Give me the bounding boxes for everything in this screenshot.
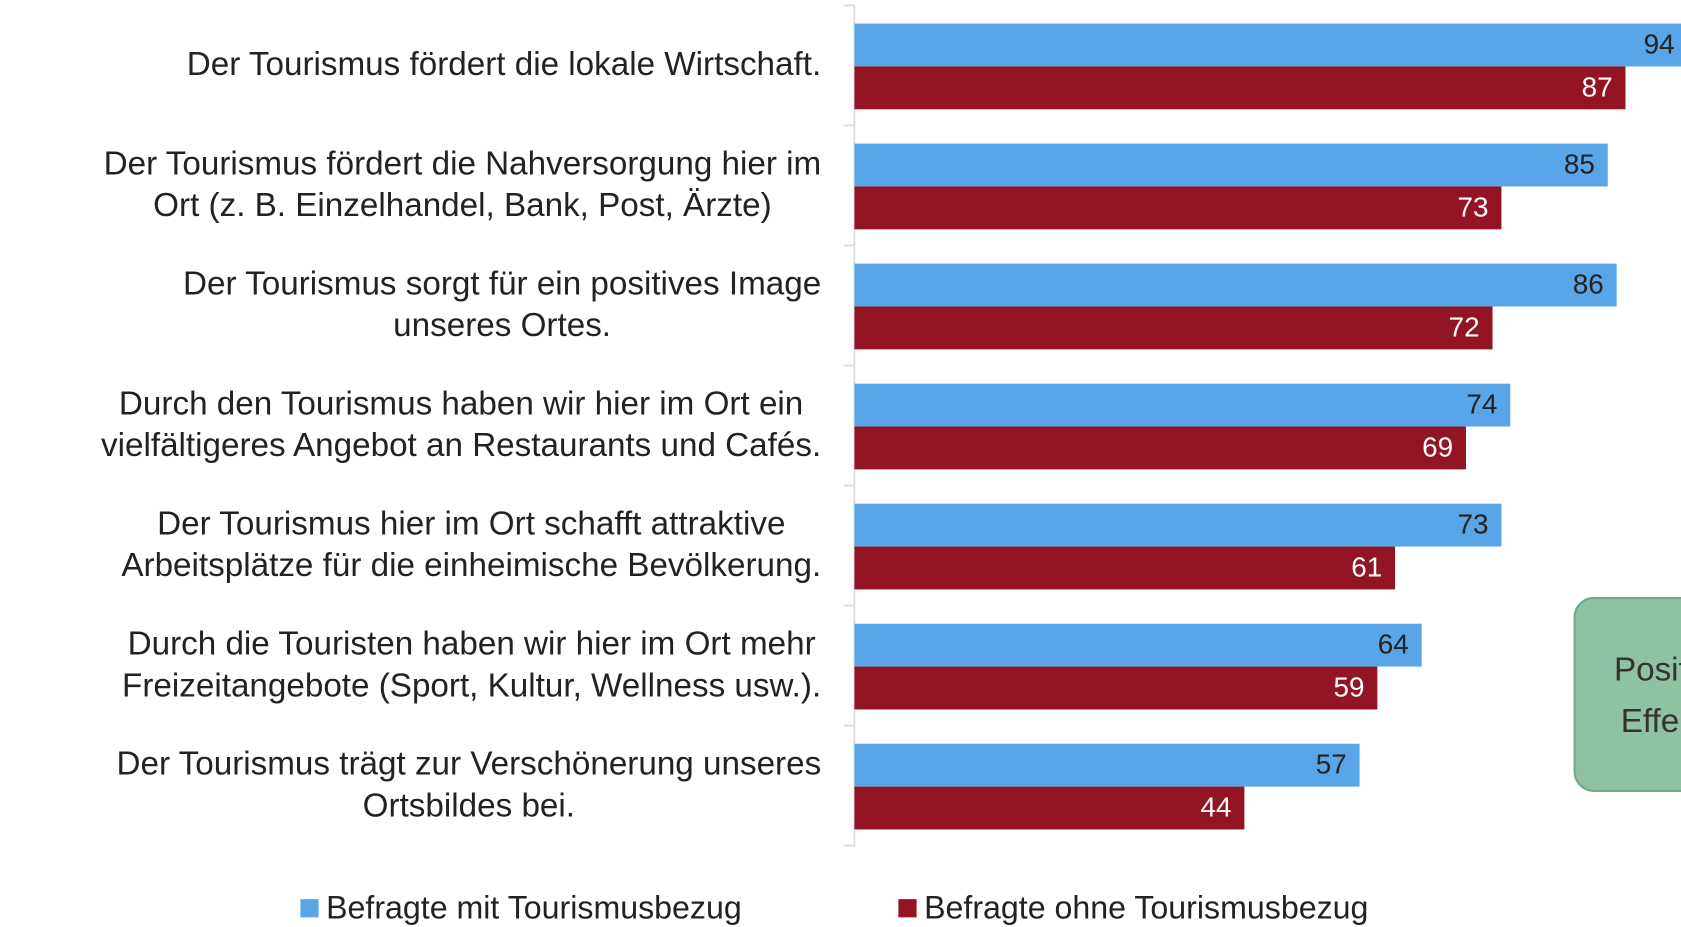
value-label: 85	[1564, 148, 1595, 179]
value-label: 64	[1378, 629, 1409, 660]
category-labels: Der Tourismus fördert die lokale Wirtsch…	[101, 46, 821, 824]
category-label: Der Tourismus fördert die Nahversorgung …	[104, 145, 822, 182]
value-label: 86	[1573, 268, 1604, 299]
annotation-text: Effekte	[1621, 703, 1681, 740]
value-label: 87	[1582, 71, 1613, 102]
value-label: 59	[1333, 671, 1364, 702]
value-label: 94	[1644, 28, 1675, 59]
category-label: Der Tourismus fördert die lokale Wirtsch…	[187, 46, 821, 83]
category-label: unseres Ortes.	[393, 307, 611, 344]
category-label: Arbeitsplätze für die einheimische Bevöl…	[121, 547, 821, 584]
value-label: 72	[1449, 311, 1480, 342]
bar	[854, 546, 1396, 590]
category-label: Der Tourismus sorgt für ein positives Im…	[183, 265, 821, 302]
category-label: vielfältigeres Angebot an Restaurants un…	[101, 427, 821, 464]
legend-swatch	[300, 899, 319, 918]
value-label: 61	[1351, 551, 1382, 582]
bar	[854, 306, 1493, 350]
bar	[854, 263, 1617, 307]
value-label: 73	[1458, 509, 1489, 540]
category-label: Ort (z. B. Einzelhandel, Bank, Post, Ärz…	[153, 187, 772, 224]
category-label: Ortsbildes bei.	[363, 787, 575, 824]
bar	[854, 66, 1626, 110]
legend-label: Befragte ohne Tourismusbezug	[924, 889, 1368, 925]
bar	[854, 426, 1466, 470]
category-label: Durch die Touristen haben wir hier im Or…	[128, 625, 816, 662]
value-label: 57	[1316, 749, 1347, 780]
legend-swatch	[898, 899, 917, 918]
bar	[854, 23, 1681, 67]
bar	[854, 623, 1422, 667]
category-label: Der Tourismus hier im Ort schafft attrak…	[157, 505, 785, 542]
value-label: 74	[1466, 389, 1497, 420]
bar	[854, 383, 1511, 427]
category-label: Der Tourismus trägt zur Verschönerung un…	[117, 745, 822, 782]
legend: Befragte mit Tourismusbezug Befragte ohne…	[300, 889, 1368, 925]
axis-ticks	[843, 4, 855, 847]
value-label: 73	[1458, 191, 1489, 222]
category-label: Freizeitangebote (Sport, Kultur, Wellnes…	[122, 667, 821, 704]
legend-label: Befragte mit Tourismusbezug	[326, 889, 742, 925]
bars: 94 87 85 73 86 72 74 69 73 61 64 59 57 44	[854, 23, 1681, 830]
bar	[854, 143, 1608, 187]
bar	[854, 186, 1502, 230]
category-label: Durch den Tourismus haben wir hier im Or…	[119, 385, 803, 422]
bar	[854, 786, 1245, 830]
annotation: Positive Effekte	[1614, 652, 1681, 740]
value-label: 69	[1422, 431, 1453, 462]
bar	[854, 666, 1378, 710]
value-label: 44	[1201, 791, 1232, 822]
bar	[854, 743, 1360, 787]
annotation-box	[1573, 596, 1681, 792]
bar	[854, 503, 1502, 547]
annotation-text: Positive	[1614, 652, 1681, 689]
